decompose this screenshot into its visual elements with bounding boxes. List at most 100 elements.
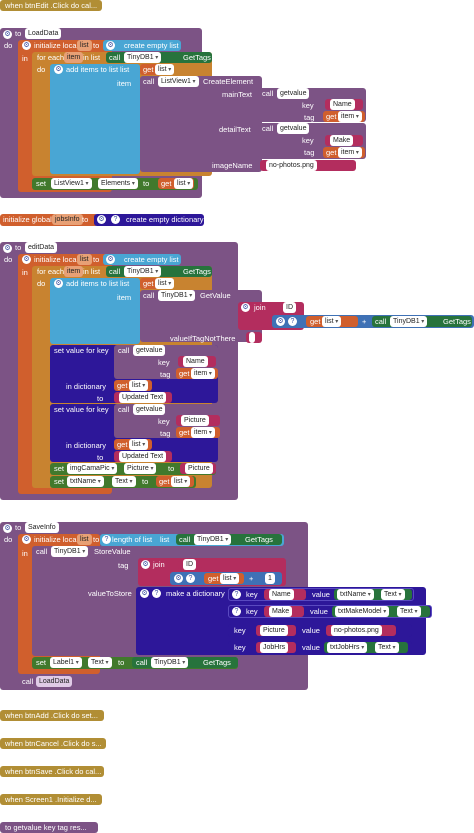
procedure-name-editData[interactable]: editData: [25, 242, 58, 253]
string-picture[interactable]: Picture: [181, 415, 209, 426]
component-listview1[interactable]: ListView1: [158, 76, 199, 87]
mutator-gear-icon[interactable]: ⚙: [54, 65, 63, 74]
mutator-gear-icon[interactable]: ⚙: [106, 255, 115, 264]
var-list[interactable]: list: [220, 573, 240, 584]
string-empty[interactable]: [249, 332, 255, 343]
btnCancel-click-event-collapsed[interactable]: when btnCancel .Click do s...: [0, 738, 106, 749]
component-listview1[interactable]: ListView1: [51, 178, 92, 189]
mutator-gear-icon[interactable]: ⚙: [174, 574, 183, 583]
component-imgcamapic[interactable]: imgCamaPic: [67, 463, 118, 474]
create-empty-list-block[interactable]: [103, 254, 181, 265]
property-text[interactable]: Text: [397, 606, 421, 617]
string-name[interactable]: Name: [183, 356, 208, 367]
local-var-name-list[interactable]: list: [77, 40, 92, 51]
screen1-initialize-event-collapsed[interactable]: when Screen1 .Initialize d...: [0, 794, 102, 805]
mutator-gear-icon[interactable]: ⚙: [241, 303, 250, 312]
mutator-gear-icon[interactable]: ⚙: [140, 589, 149, 598]
string-id[interactable]: ID: [283, 302, 296, 313]
mutator-gear-icon[interactable]: ⚙: [22, 535, 31, 544]
procedure-name-loadData[interactable]: LoadData: [25, 28, 62, 39]
mutator-gear-icon[interactable]: ⚙: [141, 560, 150, 569]
var-list[interactable]: list: [174, 178, 194, 189]
component-txtname[interactable]: txtName: [337, 589, 374, 600]
string-nophotos[interactable]: no-photos.png: [331, 625, 382, 636]
btnAdd-click-event-collapsed[interactable]: when btnAdd .Click do set...: [0, 710, 104, 721]
loop-var-item[interactable]: item: [64, 52, 84, 63]
var-list[interactable]: list: [322, 316, 342, 327]
component-txtname[interactable]: txtName: [67, 476, 104, 487]
help-icon[interactable]: ?: [102, 535, 111, 544]
component-txtmakemodel[interactable]: txtMakeModel: [335, 606, 390, 617]
property-text[interactable]: Text: [112, 476, 136, 487]
var-item[interactable]: item: [338, 111, 362, 122]
var-item[interactable]: item: [191, 427, 215, 438]
string-picture[interactable]: Picture: [260, 625, 288, 636]
add-items-to-list-block[interactable]: [50, 278, 140, 344]
component-tinydb1[interactable]: TinyDB1: [124, 266, 162, 277]
btnEdit-click-event-collapsed[interactable]: when btnEdit .Click do cal...: [0, 0, 102, 11]
proc-getvalue[interactable]: getvalue: [277, 123, 310, 134]
number-one[interactable]: 1: [265, 573, 275, 584]
property-text[interactable]: Text: [88, 657, 112, 668]
help-icon[interactable]: ?: [288, 317, 297, 326]
string-picture[interactable]: Picture: [185, 463, 213, 474]
mutator-gear-icon[interactable]: ⚙: [106, 41, 115, 50]
var-list[interactable]: list: [129, 380, 149, 391]
help-icon[interactable]: ?: [152, 589, 161, 598]
mutator-gear-icon[interactable]: ⚙: [22, 255, 31, 264]
proc-getvalue[interactable]: getvalue: [133, 345, 166, 356]
string-updated-text[interactable]: Updated Text: [119, 392, 167, 403]
component-tinydb1[interactable]: TinyDB1: [151, 657, 189, 668]
component-label1[interactable]: Label1: [50, 657, 82, 668]
mutator-gear-icon[interactable]: ⚙: [22, 41, 31, 50]
mutator-gear-icon[interactable]: ⚙: [3, 244, 12, 253]
var-list[interactable]: list: [171, 476, 191, 487]
btnSave-click-event-collapsed[interactable]: when btnSave .Click do cal...: [0, 766, 104, 777]
component-tinydb1[interactable]: TinyDB1: [194, 534, 232, 545]
property-text[interactable]: Text: [381, 589, 405, 600]
help-icon[interactable]: ?: [186, 574, 195, 583]
component-txtjobhrs[interactable]: txtJobHrs: [327, 642, 368, 653]
mutator-gear-icon[interactable]: ⚙: [54, 279, 63, 288]
component-tinydb1[interactable]: TinyDB1: [124, 52, 162, 63]
string-jobhrs[interactable]: JobHrs: [260, 642, 289, 653]
add-items-to-list-block[interactable]: [50, 64, 140, 174]
string-make[interactable]: Make: [330, 135, 354, 146]
help-icon[interactable]: ?: [232, 607, 241, 616]
global-var-jobsinfo[interactable]: jobsInfo: [52, 214, 83, 225]
getvalue-procedure-collapsed[interactable]: to getvalue key tag res...: [0, 822, 98, 833]
property-picture[interactable]: Picture: [124, 463, 157, 474]
mutator-gear-icon[interactable]: ⚙: [97, 215, 106, 224]
component-tinydb1[interactable]: TinyDB1: [390, 316, 428, 327]
procedure-name-saveInfo[interactable]: SaveInfo: [25, 522, 59, 533]
string-name[interactable]: Name: [269, 589, 294, 600]
mutator-gear-icon[interactable]: ⚙: [276, 317, 285, 326]
var-item[interactable]: item: [338, 147, 362, 158]
var-list[interactable]: list: [155, 278, 175, 289]
loop-var-item[interactable]: item: [64, 266, 84, 277]
string-id[interactable]: ID: [183, 559, 196, 570]
proc-getvalue[interactable]: getvalue: [133, 404, 166, 415]
string-updated-text[interactable]: Updated Text: [119, 451, 167, 462]
create-empty-dictionary-block[interactable]: [94, 214, 204, 226]
component-tinydb1[interactable]: TinyDB1: [51, 546, 89, 557]
local-var-name-list[interactable]: list: [77, 254, 92, 265]
proc-getvalue[interactable]: getvalue: [277, 88, 310, 99]
var-list[interactable]: list: [129, 439, 149, 450]
string-make[interactable]: Make: [269, 606, 293, 617]
procedure-call-loaddata[interactable]: LoadData: [36, 676, 73, 687]
help-icon[interactable]: ?: [111, 215, 120, 224]
create-empty-list-block[interactable]: [103, 40, 181, 51]
var-list[interactable]: list: [155, 64, 175, 75]
component-tinydb1[interactable]: TinyDB1: [158, 290, 196, 301]
call-tinydb1-storevalue-block[interactable]: [32, 546, 138, 656]
help-icon[interactable]: ?: [232, 590, 241, 599]
string-name[interactable]: Name: [330, 99, 355, 110]
local-var-name-list[interactable]: list: [77, 534, 92, 545]
property-text[interactable]: Text: [375, 642, 399, 653]
string-nophotos[interactable]: no-photos.png: [266, 160, 317, 171]
mutator-gear-icon[interactable]: ⚙: [3, 30, 12, 39]
call-listview1-createelement-block[interactable]: [140, 76, 262, 172]
mutator-gear-icon[interactable]: ⚙: [3, 524, 12, 533]
var-item[interactable]: item: [191, 368, 215, 379]
